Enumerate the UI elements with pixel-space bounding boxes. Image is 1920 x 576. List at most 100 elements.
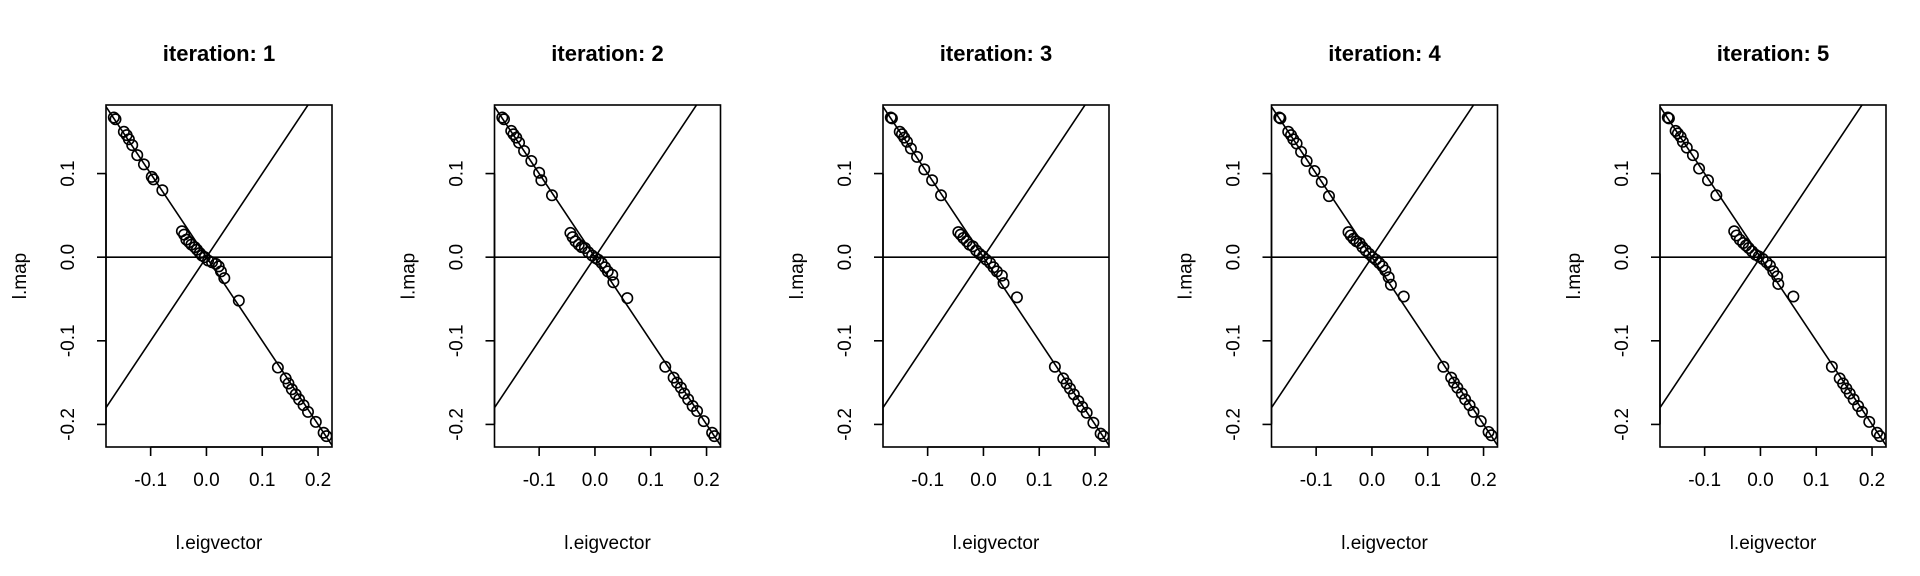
- data-point: [697, 415, 710, 428]
- chart-title: iteration: 3: [940, 41, 1052, 66]
- x-tick-label: 0.2: [693, 470, 719, 491]
- data-point: [1369, 253, 1382, 266]
- data-point: [117, 125, 130, 138]
- y-tick-label: -0.1: [835, 324, 856, 357]
- data-point: [496, 111, 509, 124]
- data-point: [1760, 256, 1773, 269]
- x-tick-label: 0.1: [1415, 470, 1441, 491]
- y-tick-label: -0.1: [1612, 324, 1633, 357]
- data-point: [1080, 406, 1093, 419]
- x-axis-label: l.eigvector: [1730, 533, 1817, 554]
- data-point: [973, 247, 986, 260]
- data-point: [1772, 277, 1785, 290]
- data-point: [1787, 290, 1800, 303]
- data-point: [885, 112, 898, 125]
- data-point: [156, 184, 169, 197]
- data-point: [1771, 270, 1784, 283]
- data-point: [126, 139, 139, 152]
- x-tick-label: 0.0: [970, 470, 996, 491]
- data-point: [1467, 405, 1480, 418]
- data-point: [1474, 415, 1487, 428]
- data-point: [954, 228, 967, 241]
- data-point: [320, 430, 332, 443]
- data-point: [621, 292, 634, 305]
- data-point: [900, 135, 913, 148]
- data-point: [1871, 426, 1884, 439]
- data-point: [1359, 244, 1372, 257]
- data-point: [708, 430, 721, 443]
- data-point: [271, 361, 284, 374]
- slope-pos-one-line: [1660, 105, 1863, 409]
- points: [496, 111, 721, 443]
- y-tick-label: 0.1: [835, 160, 856, 186]
- data-point: [1693, 162, 1706, 175]
- chart-title: iteration: 4: [1328, 41, 1441, 66]
- y-axis-label: l.map: [1176, 253, 1197, 299]
- points: [1273, 111, 1498, 442]
- y-tick-label: -0.2: [447, 408, 468, 441]
- x-tick-label: 0.2: [1082, 470, 1108, 491]
- y-tick-label: 0.1: [1224, 160, 1245, 186]
- x-tick-label: 0.2: [1859, 470, 1885, 491]
- data-point: [1680, 141, 1693, 154]
- x-tick-label: 0.2: [1470, 470, 1496, 491]
- points: [107, 111, 332, 443]
- data-point: [1825, 360, 1838, 373]
- y-axis: -0.2 -0.1 0.0 0.1 l.map: [10, 160, 107, 441]
- x-tick-label: 0.0: [1747, 470, 1773, 491]
- data-point: [1097, 430, 1109, 443]
- data-point: [218, 272, 231, 285]
- data-point: [1742, 241, 1755, 254]
- data-point: [1048, 360, 1061, 373]
- data-point: [147, 173, 160, 186]
- y-tick-label: -0.2: [1224, 408, 1245, 441]
- data-point: [1366, 251, 1379, 264]
- y-tick-label: 0.0: [58, 244, 79, 270]
- data-point: [1763, 259, 1776, 272]
- data-point: [995, 269, 1008, 282]
- y-axis-label: l.map: [787, 253, 808, 299]
- y-axis: -0.2 -0.1 0.0 0.1 l.map: [787, 160, 884, 441]
- data-point: [926, 174, 939, 187]
- data-point: [1739, 239, 1752, 252]
- data-point: [1662, 112, 1675, 125]
- data-point: [904, 142, 917, 155]
- data-point: [232, 294, 245, 307]
- y-tick-label: 0.1: [447, 160, 468, 186]
- data-point: [970, 244, 983, 257]
- data-point: [545, 189, 558, 202]
- y-tick-label: -0.2: [1612, 408, 1633, 441]
- slope-pos-one-line: [1271, 105, 1475, 409]
- data-point: [533, 166, 546, 179]
- data-point: [497, 113, 510, 126]
- data-point: [302, 405, 315, 418]
- data-point: [107, 111, 120, 124]
- x-axis: -0.1 0.0 0.1 0.2 l.eigvector: [1688, 446, 1885, 554]
- data-point: [1315, 175, 1328, 188]
- x-axis: -0.1 0.0 0.1 0.2 l.eigvector: [1300, 446, 1497, 554]
- chart-title: iteration: 5: [1717, 41, 1829, 66]
- x-tick-label: -0.1: [523, 470, 556, 491]
- x-axis-label: l.eigvector: [176, 533, 263, 554]
- data-point: [572, 238, 585, 251]
- y-tick-label: 0.0: [447, 244, 468, 270]
- data-point: [1344, 229, 1357, 242]
- data-point: [1274, 112, 1287, 125]
- y-axis: -0.2 -0.1 0.0 0.1 l.map: [399, 160, 496, 441]
- x-tick-label: 0.1: [1026, 470, 1052, 491]
- data-point: [1363, 247, 1376, 260]
- data-point: [957, 231, 970, 244]
- data-point: [317, 426, 330, 439]
- x-axis: -0.1 0.0 0.1 0.2 l.eigvector: [523, 446, 720, 554]
- data-point: [976, 250, 989, 263]
- data-point: [980, 253, 993, 266]
- data-point: [1856, 405, 1869, 418]
- data-point: [1373, 257, 1386, 270]
- y-tick-label: -0.2: [835, 408, 856, 441]
- y-axis: -0.2 -0.1 0.0 0.1 l.map: [1176, 160, 1273, 441]
- points: [1661, 111, 1886, 443]
- panel-3: iteration: 3 -0.1 0.0 0.1 0.2 l.eigvector -0.2…: [787, 41, 1110, 554]
- data-point: [1686, 149, 1699, 162]
- data-point: [1087, 416, 1100, 429]
